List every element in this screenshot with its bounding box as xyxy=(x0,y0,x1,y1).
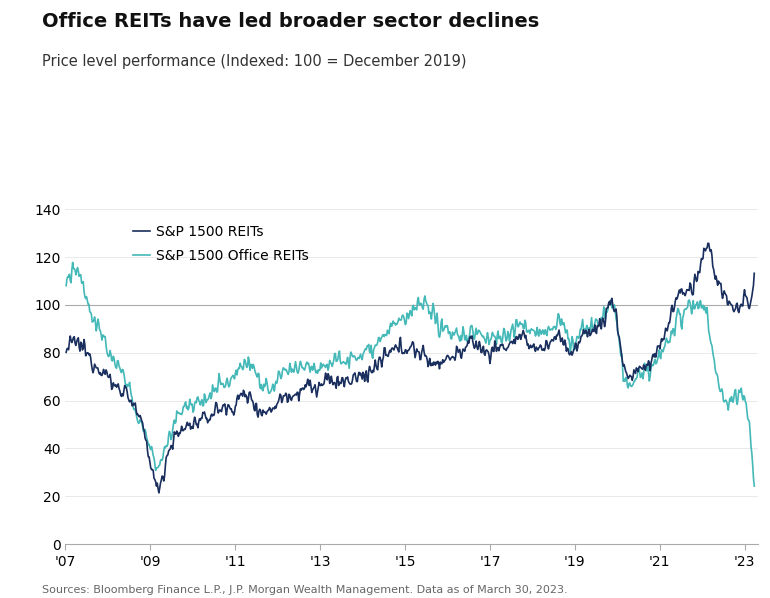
Text: Office REITs have led broader sector declines: Office REITs have led broader sector dec… xyxy=(42,12,540,31)
Line: S&P 1500 REITs: S&P 1500 REITs xyxy=(66,243,755,493)
Legend: S&P 1500 REITs, S&P 1500 Office REITs: S&P 1500 REITs, S&P 1500 Office REITs xyxy=(128,219,314,269)
Text: Sources: Bloomberg Finance L.P., J.P. Morgan Wealth Management. Data as of March: Sources: Bloomberg Finance L.P., J.P. Mo… xyxy=(42,585,568,595)
Line: S&P 1500 Office REITs: S&P 1500 Office REITs xyxy=(66,263,755,486)
Text: Price level performance (Indexed: 100 = December 2019): Price level performance (Indexed: 100 = … xyxy=(42,54,467,69)
